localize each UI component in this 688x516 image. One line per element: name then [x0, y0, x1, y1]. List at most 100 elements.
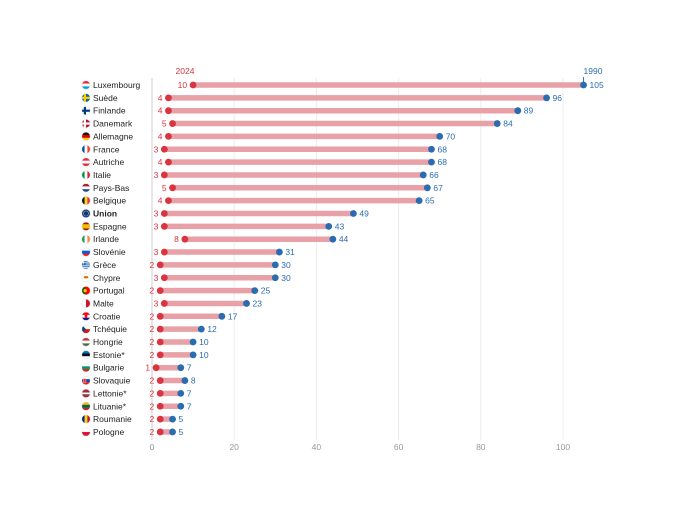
flag-cross: [83, 93, 86, 103]
flag-stripe: [81, 137, 91, 141]
value-1990-label: 96: [553, 93, 563, 103]
flag-body: [81, 157, 91, 167]
x-tick-label: 80: [476, 442, 486, 452]
value-2024-label: 2: [149, 376, 154, 386]
cz-flag-icon: [81, 324, 91, 334]
flag-stripe: [81, 183, 91, 187]
row-16: 2 25: [149, 286, 270, 296]
country-label: France: [93, 144, 120, 154]
value-2024-label: 2: [149, 414, 154, 424]
value-2024-label: 2: [149, 427, 154, 437]
flag-stripe: [81, 157, 91, 161]
point-1990: [218, 312, 226, 320]
point-2024: [156, 325, 164, 333]
country-label: Slovaquie: [93, 376, 131, 386]
country-label: Finlande: [93, 106, 126, 116]
si-flag-icon: [81, 247, 91, 257]
row-19: 2 12: [149, 324, 217, 334]
flag-emblem: [83, 289, 87, 293]
flag-stripe: [81, 226, 91, 229]
point-1990: [243, 300, 250, 307]
flag-body: [81, 106, 91, 115]
value-1990-label: 44: [339, 234, 349, 244]
point-1990: [428, 145, 435, 153]
flag-stripe: [81, 263, 91, 265]
hu-flag-icon: [81, 337, 91, 347]
value-2024-label: 3: [154, 170, 159, 180]
value-2024-label: 5: [162, 119, 167, 129]
legend-2024-label: 2024: [176, 66, 195, 76]
pt-flag-icon: [81, 286, 91, 296]
flag-body: [81, 376, 91, 385]
country-label: Estonie*: [93, 350, 125, 360]
flag-stripe: [81, 390, 91, 393]
row-10: 3 49: [154, 209, 370, 219]
nl-flag-icon: [81, 183, 91, 193]
value-2024-label: 2: [149, 286, 154, 296]
flag-body: [81, 170, 91, 180]
flag-stripe: [81, 196, 85, 205]
value-1990-label: 7: [187, 363, 192, 373]
flag-stripe: [81, 170, 85, 180]
flag-stripe: [84, 170, 88, 180]
row-15: 3 30: [154, 273, 291, 283]
point-2024: [181, 235, 189, 243]
flag-outline: [81, 157, 91, 167]
country-label: Belgique: [93, 196, 126, 206]
flag-outline: [81, 299, 91, 308]
mt-flag-icon: [81, 299, 91, 308]
lt-flag-icon: [81, 401, 91, 411]
point-2024: [165, 107, 172, 115]
point-2024: [160, 222, 168, 230]
cy-flag-icon: [81, 273, 91, 283]
flag-stripe: [81, 145, 85, 154]
at-flag-icon: [81, 157, 91, 167]
flag-island: [83, 276, 89, 279]
ro-flag-icon: [81, 414, 91, 424]
country-label: Grèce: [93, 260, 116, 270]
flag-body: [81, 222, 91, 231]
it-flag-icon: [81, 170, 91, 180]
country-label: Suède: [93, 93, 118, 103]
point-2024: [160, 274, 168, 282]
flag-stripe: [81, 329, 91, 334]
value-1990-label: 31: [285, 247, 295, 257]
flag-stripe: [81, 163, 91, 167]
x-tick-label: 0: [150, 442, 155, 452]
flag-outline: [81, 247, 91, 257]
value-2024-label: 10: [178, 80, 188, 90]
flag-stripe: [81, 135, 91, 138]
flag-body: [81, 235, 91, 244]
flag-outline: [81, 80, 91, 90]
pl-flag-icon: [81, 427, 91, 437]
flag-stripe: [81, 262, 91, 264]
row-13: 3 31: [154, 247, 296, 257]
flag-outline: [81, 93, 91, 103]
point-2024: [160, 171, 168, 179]
value-2024-label: 4: [158, 131, 163, 141]
row-21: 2 10: [149, 350, 208, 360]
point-2024: [156, 402, 164, 410]
value-1990-label: 10: [199, 350, 209, 360]
flag-stripe: [81, 86, 91, 90]
country-label: Tchéquie: [93, 324, 127, 334]
value-1990-label: 5: [179, 427, 184, 437]
flag-outline: [81, 273, 91, 283]
flag-body: [81, 337, 91, 347]
flag-star: [86, 215, 88, 217]
flag-stripe: [87, 196, 91, 205]
flag-stripe: [81, 427, 91, 433]
flag-stripe: [87, 170, 91, 180]
x-tick-label: 100: [556, 442, 570, 452]
flag-stripe: [84, 196, 88, 205]
flag-triangle: [81, 324, 86, 334]
flag-star: [83, 213, 84, 214]
flag-body: [81, 132, 91, 141]
row-14: 2 30: [149, 260, 291, 270]
point-2024: [156, 377, 164, 384]
